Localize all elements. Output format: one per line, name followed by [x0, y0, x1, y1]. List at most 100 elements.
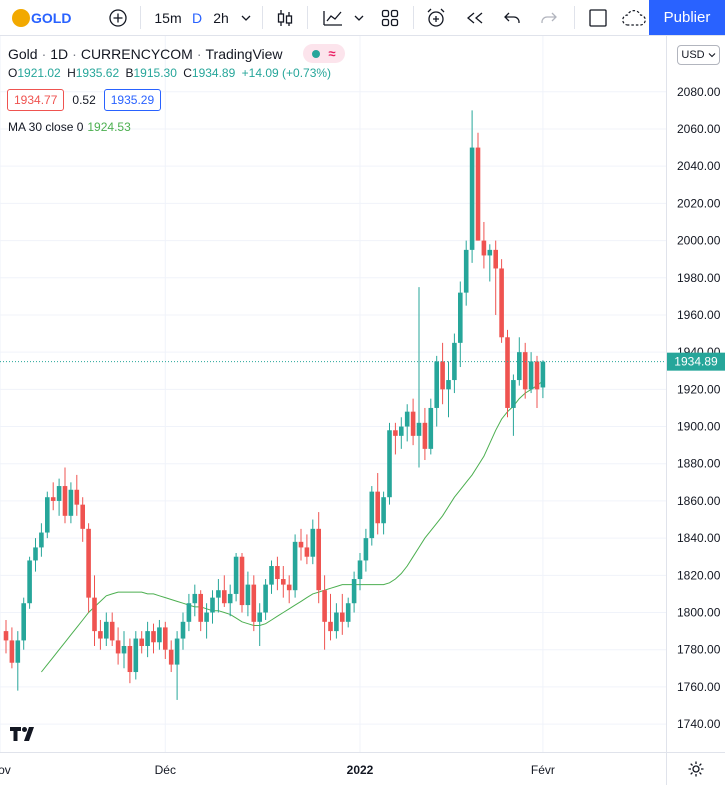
toolbar-divider: [413, 6, 414, 29]
candles-icon: [277, 9, 293, 26]
price-tick-label: 1780.00: [677, 643, 721, 657]
price-axis-scale: 1740.00 1760.00 1780.00 1800.00 1820.00 1840.…: [667, 85, 725, 731]
candle-body: [3, 631, 9, 641]
candle-body: [109, 621, 115, 641]
high-label: H: [67, 66, 76, 80]
interval-2h-button[interactable]: 2h: [213, 9, 229, 26]
fullscreen-button[interactable]: [583, 0, 613, 35]
candle-body: [334, 612, 339, 632]
undo-icon: [504, 12, 520, 23]
candle-body: [463, 249, 469, 293]
candle-body: [440, 361, 445, 390]
price-tick-label: 1980.00: [677, 271, 721, 285]
candle-body: [469, 147, 475, 250]
legend-title[interactable]: Gold · 1D · CURRENCYCOM · TradingView: [8, 44, 283, 64]
candle-body: [310, 528, 316, 557]
price-tick-labels: 1740.00 1760.00 1780.00 1800.00 1820.00 1840.…: [677, 85, 721, 731]
indicators-button[interactable]: [318, 0, 348, 35]
candle-body: [410, 411, 416, 436]
gold-logo-icon: [12, 9, 30, 27]
market-status-badge[interactable]: ≈: [303, 44, 345, 63]
high-value: 1935.62: [75, 66, 120, 80]
candle-body: [363, 538, 369, 561]
price-tick-label: 1800.00: [677, 606, 721, 620]
candle-body: [115, 640, 121, 654]
indicators-dropdown-button[interactable]: [350, 0, 368, 35]
tradingview-logo[interactable]: [6, 721, 40, 747]
candle-body: [522, 352, 528, 390]
candle-body: [422, 422, 428, 449]
chevron-down-icon: [354, 15, 364, 21]
bid-ask-panel: 1934.77 0.52 1935.29: [7, 89, 162, 111]
candle-body: [534, 361, 540, 390]
price-tick-label: 1740.00: [677, 717, 721, 731]
compare-add-symbol-button[interactable]: [104, 0, 132, 35]
price-tick-label: 2040.00: [677, 159, 721, 173]
sell-price-button[interactable]: 1934.77: [7, 89, 65, 111]
price-axis[interactable]: 1740.00 1760.00 1780.00 1800.00 1820.00 1840.…: [666, 36, 725, 752]
candle-body: [434, 361, 439, 408]
candle-body: [428, 407, 434, 449]
candle-body: [139, 638, 144, 646]
candle-body: [163, 627, 168, 650]
symbol-search-button[interactable]: GOLD: [4, 0, 72, 35]
currency-label: USD: [681, 49, 705, 61]
candle-body: [275, 566, 280, 580]
replay-button[interactable]: [460, 0, 490, 35]
spread-value: 0.52: [72, 93, 96, 107]
interval-d-button[interactable]: D: [191, 9, 203, 26]
price-tick-label: 1880.00: [677, 457, 721, 471]
toolbar-divider: [140, 6, 141, 29]
price-tick-label: 2060.00: [677, 122, 721, 136]
undo-button[interactable]: [497, 0, 527, 35]
redo-button[interactable]: [534, 0, 564, 35]
candle-body: [98, 631, 103, 639]
approx-icon: ≈: [328, 46, 336, 61]
ma-value: 1924.53: [87, 120, 131, 134]
buy-price-button[interactable]: 1935.29: [103, 89, 162, 111]
candle-body: [186, 603, 192, 622]
time-axis[interactable]: NovDéc2022FévrMarsAvr: [0, 752, 725, 785]
symbol-label: GOLD: [31, 9, 72, 26]
time-tick-label: Déc: [155, 763, 176, 777]
chart-type-button[interactable]: [270, 0, 300, 35]
time-tick-label: 2022: [347, 763, 374, 777]
candle-body: [357, 560, 363, 580]
legend-source: CURRENCYCOM: [80, 46, 193, 62]
ma-label: MA 30 close 0: [8, 120, 84, 134]
candle-body: [50, 497, 56, 501]
publish-button[interactable]: Publier: [649, 0, 725, 35]
candle-body: [239, 556, 245, 606]
ohlc-values: O1921.02 H1935.62 B1915.30 C1934.89 +14.…: [8, 66, 331, 80]
chart-settings-button[interactable]: [666, 752, 725, 785]
price-tick-label: 1860.00: [677, 494, 721, 508]
candle-body: [204, 612, 209, 622]
candle-body: [210, 597, 215, 613]
last-price-tag: 1934.89: [667, 352, 725, 371]
chart-pane[interactable]: [0, 36, 666, 752]
low-label: B: [125, 66, 134, 80]
currency-select[interactable]: USD: [677, 45, 720, 65]
time-tick-labels: NovDéc2022FévrMarsAvr: [0, 763, 725, 777]
save-cloud-button[interactable]: [619, 0, 649, 35]
candle-body: [251, 584, 257, 622]
candle-body: [286, 584, 292, 591]
candle-body: [157, 627, 162, 643]
interval-dropdown-button[interactable]: [237, 0, 255, 35]
gear-icon: [688, 761, 704, 777]
toolbar-divider: [262, 6, 263, 29]
price-tick-label: 2020.00: [677, 196, 721, 210]
cloud-icon: [622, 9, 646, 26]
candle-body: [292, 541, 298, 591]
candle-body: [475, 147, 481, 241]
open-value: 1921.02: [17, 66, 61, 80]
layouts-button[interactable]: [375, 0, 405, 35]
price-chart[interactable]: [0, 36, 666, 752]
candle-body: [233, 556, 239, 594]
candle-body: [127, 645, 133, 673]
ma-indicator-legend[interactable]: MA 30 close 0 1924.53: [8, 120, 131, 134]
last-price-tag-label: 1934.89: [674, 355, 718, 369]
candle-body: [151, 631, 156, 643]
alert-button[interactable]: [421, 0, 451, 35]
interval-15m-button[interactable]: 15m: [154, 9, 182, 26]
